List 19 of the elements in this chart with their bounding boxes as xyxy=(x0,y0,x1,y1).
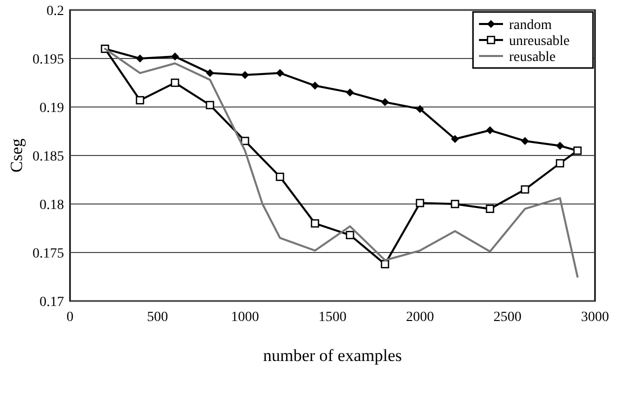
y-tick-label: 0.2 xyxy=(46,4,64,19)
y-tick-label: 0.185 xyxy=(32,150,64,164)
legend-label: unreusable xyxy=(509,34,570,49)
y-tick-label: 0.17 xyxy=(40,295,64,310)
x-tick-label: 1000 xyxy=(231,310,259,325)
y-tick-label: 0.175 xyxy=(32,246,64,262)
legend-label: reusable xyxy=(509,50,556,65)
x-axis-title: number of examples xyxy=(263,346,402,365)
y-tick-label: 0.18 xyxy=(40,198,64,213)
y-tick-label: 0.195 xyxy=(32,52,64,68)
x-tick-label: 3000 xyxy=(581,310,609,325)
y-axis-title: Cseg xyxy=(7,138,26,172)
x-tick-label: 1500 xyxy=(318,310,346,325)
legend-label: random xyxy=(509,18,552,33)
x-tick-label: 0 xyxy=(66,310,74,325)
y-tick-label: 0.19 xyxy=(40,101,64,116)
x-tick-label: 2500 xyxy=(494,310,522,325)
x-tick-label: 500 xyxy=(147,310,168,325)
x-tick-label: 2000 xyxy=(406,310,434,325)
